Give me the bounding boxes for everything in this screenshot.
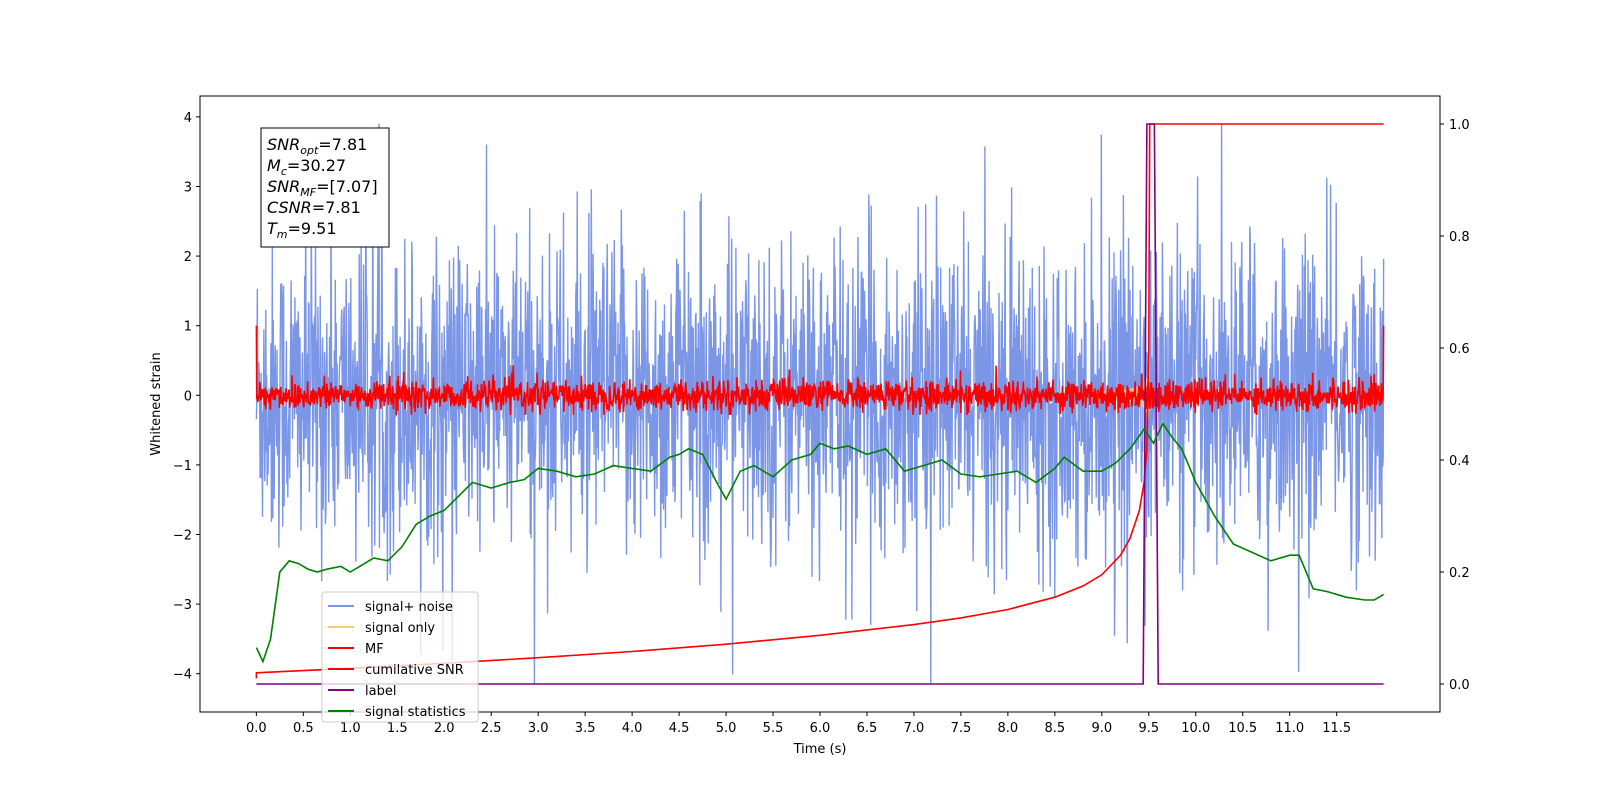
x-tick-label: 3.0 (528, 721, 549, 736)
series-layer (255, 123, 1385, 685)
x-axis: 0.0 0.5 1.0 1.5 2.0 2.5 3.0 3.5 4.0 4.5 5.0 5.5 6.0 6… (246, 712, 1351, 736)
x-tick-label: 4.5 (669, 721, 690, 736)
y-tick-label: 2 (184, 250, 192, 265)
series-signal-statistics-line (255, 421, 1385, 664)
x-tick-label: 3.5 (575, 721, 596, 736)
x-tick-label: 0.0 (246, 721, 267, 736)
y2-tick-label: 1.0 (1449, 118, 1470, 133)
y-axis-label: Whitened strain (149, 352, 164, 455)
x-tick-label: 6.5 (857, 721, 878, 736)
x-tick-label: 2.5 (481, 721, 502, 736)
legend-entry: cumilative SNR (365, 663, 464, 678)
x-tick-label: 1.5 (387, 721, 408, 736)
y2-tick-label: 0.4 (1449, 454, 1470, 469)
legend-frame (321, 591, 479, 723)
legend: signal+ noise signal only MF cumilative SNR… (321, 591, 479, 723)
annotation-line: SNRopt=7.81 (267, 135, 367, 157)
annotation-box: SNRopt=7.81Mc=30.27SNRMF=[7.07]CSNR=7.81… (260, 127, 390, 248)
y-tick-label: −1 (173, 459, 192, 474)
y2-tick-label: 0.2 (1449, 566, 1470, 581)
y-tick-label: −2 (173, 529, 192, 544)
legend-entry: MF (365, 642, 384, 657)
annotation-frame (260, 127, 390, 248)
annotation-line: SNRMF=[7.07] (267, 177, 378, 199)
legend-entry: signal only (365, 621, 435, 636)
x-tick-label: 2.0 (434, 721, 455, 736)
x-tick-label: 10.5 (1228, 721, 1257, 736)
y-axis-left: 4 3 2 1 0 −1 −2 −3 −4 (173, 111, 200, 683)
x-tick-label: 9.0 (1091, 721, 1112, 736)
y-tick-label: 1 (184, 320, 192, 335)
x-tick-label: 10.0 (1181, 721, 1210, 736)
x-tick-label: 11.5 (1322, 721, 1351, 736)
series-label-line (256, 123, 1384, 685)
x-tick-label: 7.0 (904, 721, 925, 736)
legend-entry: label (365, 684, 396, 699)
x-tick-label: 9.5 (1138, 721, 1159, 736)
x-tick-label: 1.0 (340, 721, 361, 736)
x-tick-label: 5.0 (716, 721, 737, 736)
y2-tick-label: 0.8 (1449, 230, 1470, 245)
x-tick-label: 4.0 (622, 721, 643, 736)
annotation-line: Mc=30.27 (267, 156, 346, 178)
y2-tick-label: 0.6 (1449, 342, 1470, 357)
y-tick-label: 0 (184, 389, 192, 404)
x-tick-label: 11.0 (1275, 721, 1304, 736)
x-tick-label: 0.5 (293, 721, 314, 736)
annotation-line: Tm=9.51 (267, 219, 337, 241)
y2-tick-label: 0.0 (1449, 678, 1470, 693)
series-signal-noise-line (255, 123, 1385, 685)
legend-entry: signal+ noise (365, 600, 453, 615)
x-tick-label: 6.0 (810, 721, 831, 736)
annotation-line: CSNR=7.81 (267, 198, 361, 217)
x-tick-label: 8.0 (998, 721, 1019, 736)
x-tick-label: 7.5 (951, 721, 972, 736)
series-cumilative-snr-line (255, 123, 1384, 679)
series-mf-line (255, 325, 1385, 416)
y-tick-label: 4 (184, 111, 192, 126)
y-tick-label: 3 (184, 180, 192, 195)
y-tick-label: −3 (173, 598, 192, 613)
x-tick-label: 8.5 (1045, 721, 1066, 736)
y-axis-right: 1.0 0.8 0.6 0.4 0.2 0.0 (1440, 118, 1470, 693)
x-tick-label: 5.5 (763, 721, 784, 736)
legend-entry: signal statistics (365, 705, 466, 720)
x-axis-label: Time (s) (793, 742, 847, 757)
y-tick-label: −4 (173, 668, 192, 683)
